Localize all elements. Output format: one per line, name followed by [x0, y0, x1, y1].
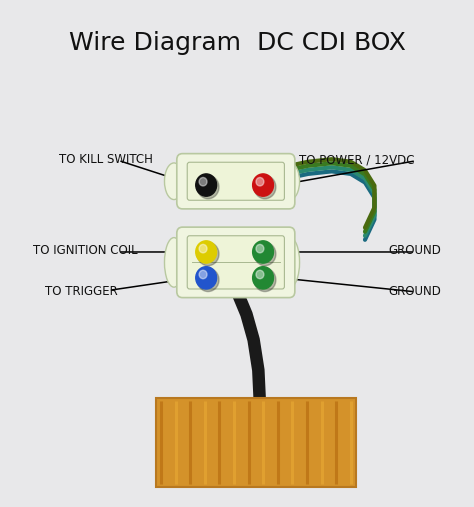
FancyBboxPatch shape: [187, 162, 284, 200]
Circle shape: [253, 174, 273, 196]
Circle shape: [256, 244, 264, 253]
FancyBboxPatch shape: [177, 154, 295, 209]
Circle shape: [197, 268, 219, 292]
Circle shape: [253, 267, 273, 289]
Circle shape: [196, 174, 217, 196]
Text: TO TRIGGER: TO TRIGGER: [45, 285, 118, 298]
Ellipse shape: [281, 163, 300, 200]
Circle shape: [254, 242, 276, 266]
Ellipse shape: [164, 163, 183, 200]
Text: Wire Diagram  DC CDI BOX: Wire Diagram DC CDI BOX: [69, 31, 405, 55]
Text: TO POWER / 12VDC: TO POWER / 12VDC: [299, 153, 415, 166]
Text: GROUND: GROUND: [388, 244, 441, 258]
Circle shape: [196, 241, 217, 263]
Text: TO IGNITION COIL: TO IGNITION COIL: [33, 244, 138, 258]
Circle shape: [197, 242, 219, 266]
Ellipse shape: [281, 238, 300, 287]
Circle shape: [197, 175, 219, 199]
Circle shape: [199, 177, 207, 186]
Text: GROUND: GROUND: [388, 285, 441, 298]
Text: TO KILL SWITCH: TO KILL SWITCH: [59, 153, 153, 166]
Circle shape: [254, 268, 276, 292]
Ellipse shape: [164, 238, 183, 287]
Circle shape: [253, 241, 273, 263]
FancyBboxPatch shape: [177, 227, 295, 298]
Circle shape: [256, 177, 264, 186]
Circle shape: [254, 175, 276, 199]
Circle shape: [196, 267, 217, 289]
Circle shape: [199, 270, 207, 279]
Circle shape: [199, 244, 207, 253]
FancyBboxPatch shape: [156, 398, 356, 487]
FancyBboxPatch shape: [187, 236, 284, 289]
Circle shape: [256, 270, 264, 279]
